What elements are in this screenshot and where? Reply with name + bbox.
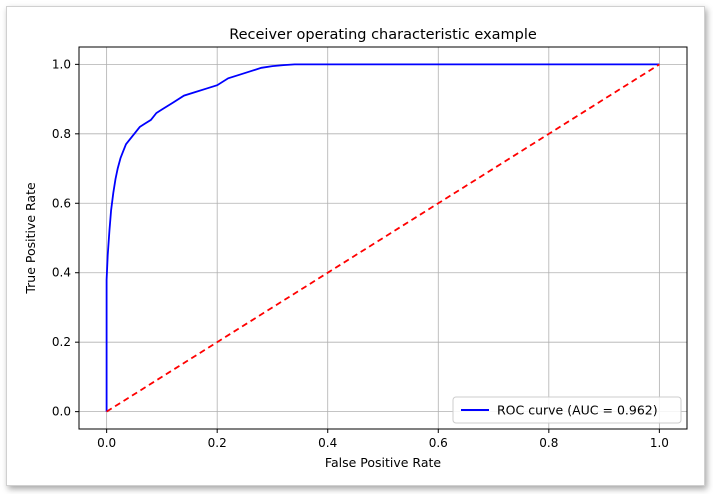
x-axis-ticks: 0.0 0.2 0.4 0.6 0.8 1.0 (97, 429, 669, 450)
legend-label-roc: ROC curve (AUC = 0.962) (497, 403, 658, 418)
y-tick-label: 1.0 (52, 57, 71, 71)
y-axis-label: True Positive Rate (23, 182, 38, 295)
x-tick-label: 0.8 (539, 436, 558, 450)
x-tick-label: 0.0 (97, 436, 116, 450)
chart-frame: 0.0 0.2 0.4 0.6 0.8 1.0 0.0 0.2 0.4 0.6 0.8 1.0 Re… (6, 6, 705, 486)
legend-box (452, 396, 682, 424)
grid-lines (79, 47, 687, 429)
x-axis-label: False Positive Rate (325, 455, 441, 470)
legend: ROC curve (AUC = 0.962) (452, 396, 682, 424)
y-tick-label: 0.0 (52, 405, 71, 419)
x-tick-label: 1.0 (650, 436, 669, 450)
chart-title: Receiver operating characteristic exampl… (229, 27, 537, 43)
y-tick-label: 0.2 (52, 335, 71, 349)
x-tick-label: 0.2 (208, 436, 227, 450)
y-tick-label: 0.6 (52, 196, 71, 210)
roc-curve-line (105, 63, 660, 412)
y-axis-ticks: 0.0 0.2 0.4 0.6 0.8 1.0 (52, 57, 79, 419)
diagonal-reference-line (106, 63, 660, 413)
roc-chart: 0.0 0.2 0.4 0.6 0.8 1.0 0.0 0.2 0.4 0.6 0.8 1.0 Re… (23, 27, 688, 470)
series-layer (105, 63, 660, 413)
x-tick-label: 0.4 (318, 436, 337, 450)
y-tick-label: 0.4 (52, 266, 71, 280)
x-tick-label: 0.6 (429, 436, 448, 450)
y-tick-label: 0.8 (52, 127, 71, 141)
axes-box (78, 46, 688, 430)
